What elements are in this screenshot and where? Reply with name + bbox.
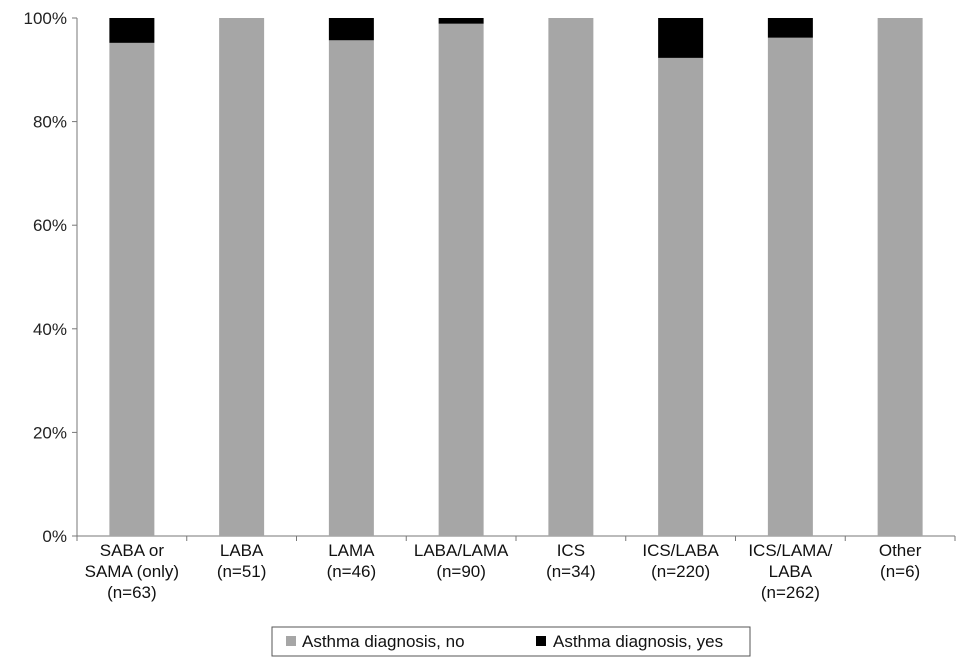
- y-tick-labels: 0% 20% 40% 60% 80% 100%: [24, 9, 67, 546]
- y-tick-label: 20%: [33, 423, 67, 442]
- bar-segment-no: [658, 58, 703, 536]
- axes: [72, 18, 955, 541]
- legend-label: Asthma diagnosis, no: [302, 632, 465, 651]
- y-tick-label: 0%: [42, 527, 67, 546]
- x-category-label: ICS/LABA (n=220): [642, 541, 719, 581]
- bar-segment-yes: [439, 18, 484, 24]
- y-tick-label: 40%: [33, 320, 67, 339]
- x-category-label: ICS (n=34): [546, 541, 596, 581]
- y-tick-label: 80%: [33, 113, 67, 132]
- x-category-label: ICS/LAMA/LABA (n=262): [748, 541, 832, 602]
- legend-label: Asthma diagnosis, yes: [553, 632, 723, 651]
- bar-segment-no: [878, 18, 923, 536]
- bar-segment-yes: [329, 18, 374, 40]
- legend-swatch: [286, 636, 296, 646]
- x-category-label: Other (n=6): [879, 541, 922, 581]
- legend-swatch: [536, 636, 546, 646]
- y-tick-label: 60%: [33, 216, 67, 235]
- bar-segment-no: [768, 38, 813, 536]
- bar-segment-no: [548, 18, 593, 536]
- y-tick-label: 100%: [24, 9, 67, 28]
- x-category-label: LABA/LAMA (n=90): [414, 541, 509, 581]
- x-category-labels: SABA or SAMA (only) (n=63) LABA (n=51) LAMA (n…: [85, 541, 922, 602]
- bar-segment-yes: [109, 18, 154, 43]
- x-category-label: SABA or SAMA (only) (n=63): [85, 541, 179, 602]
- bars: [109, 18, 922, 536]
- x-category-label: LABA (n=51): [217, 541, 267, 581]
- x-category-label: LAMA (n=46): [327, 541, 377, 581]
- bar-segment-no: [439, 24, 484, 536]
- bar-segment-no: [219, 18, 264, 536]
- bar-segment-no: [329, 40, 374, 536]
- legend: Asthma diagnosis, no Asthma diagnosis, ye…: [272, 627, 750, 656]
- bar-segment-yes: [658, 18, 703, 58]
- bar-segment-yes: [768, 18, 813, 38]
- bar-segment-no: [109, 43, 154, 536]
